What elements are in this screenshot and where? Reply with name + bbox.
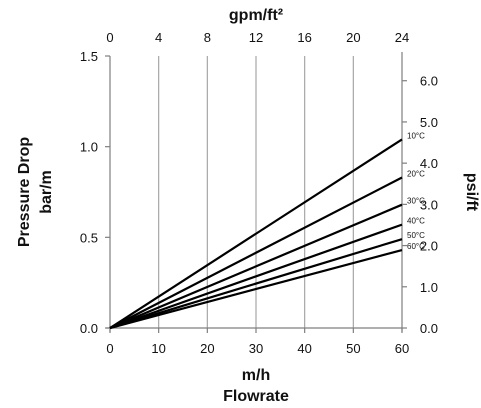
axes <box>105 52 407 333</box>
y-right-tick-label: 2.0 <box>420 239 438 254</box>
tick-labels: 0.0 0.5 1.0 1.5 0.0 1.0 2.0 3.0 4.0 5.0 6.0 0 10 20 30… <box>80 30 438 356</box>
x-bottom-tick-label: 10 <box>151 341 165 356</box>
series-label: 20°C <box>407 169 425 178</box>
series-label: 50°C <box>407 231 425 240</box>
x-top-tick-label: 0 <box>106 30 113 45</box>
y-left-axis-title: Pressure Drop <box>16 137 33 247</box>
x-bottom-tick-label: 0 <box>106 341 113 356</box>
series-line <box>109 238 403 330</box>
series-line <box>109 203 403 330</box>
x-bottom-tick-label: 40 <box>297 341 311 356</box>
y-left-tick-label: 0.5 <box>80 230 98 245</box>
x-bottom-tick-label: 20 <box>200 341 214 356</box>
y-right-tick-label: 5.0 <box>420 115 438 130</box>
series-line <box>109 176 403 329</box>
y-right-tick-label: 4.0 <box>420 156 438 171</box>
x-top-tick-label: 8 <box>204 30 211 45</box>
y-left-tick-label: 1.5 <box>80 49 98 64</box>
series-lines <box>109 138 403 330</box>
series-line <box>109 223 403 330</box>
series-label: 30°C <box>407 197 425 206</box>
x-bottom-tick-label: 50 <box>346 341 360 356</box>
x-top-tick-label: 20 <box>346 30 360 45</box>
x-top-tick-label: 12 <box>249 30 263 45</box>
x-top-tick-label: 4 <box>155 30 162 45</box>
x-top-tick-label: 24 <box>395 30 409 45</box>
grid-lines <box>158 56 354 328</box>
x-bottom-axis-title: Flowrate <box>223 388 289 405</box>
y-left-tick-label: 0.0 <box>80 321 98 336</box>
x-bottom-axis-title-unit: m/h <box>242 367 270 384</box>
x-bottom-tick-label: 60 <box>395 341 409 356</box>
series-line <box>109 248 403 330</box>
x-bottom-tick-label: 30 <box>249 341 263 356</box>
y-right-axis-title: psi/ft <box>463 173 480 212</box>
series-label: 60°C <box>407 242 425 251</box>
x-top-axis-title: gpm/ft² <box>229 7 283 24</box>
y-left-axis-title-unit: bar/m <box>38 170 55 214</box>
y-left-tick-label: 1.0 <box>80 140 98 155</box>
y-right-tick-label: 3.0 <box>420 197 438 212</box>
y-right-tick-label: 1.0 <box>420 280 438 295</box>
series-line <box>109 138 403 329</box>
series-label: 40°C <box>407 217 425 226</box>
y-right-tick-label: 6.0 <box>420 74 438 89</box>
series-label: 10°C <box>407 131 425 140</box>
x-top-tick-label: 16 <box>297 30 311 45</box>
y-right-tick-label: 0.0 <box>420 321 438 336</box>
